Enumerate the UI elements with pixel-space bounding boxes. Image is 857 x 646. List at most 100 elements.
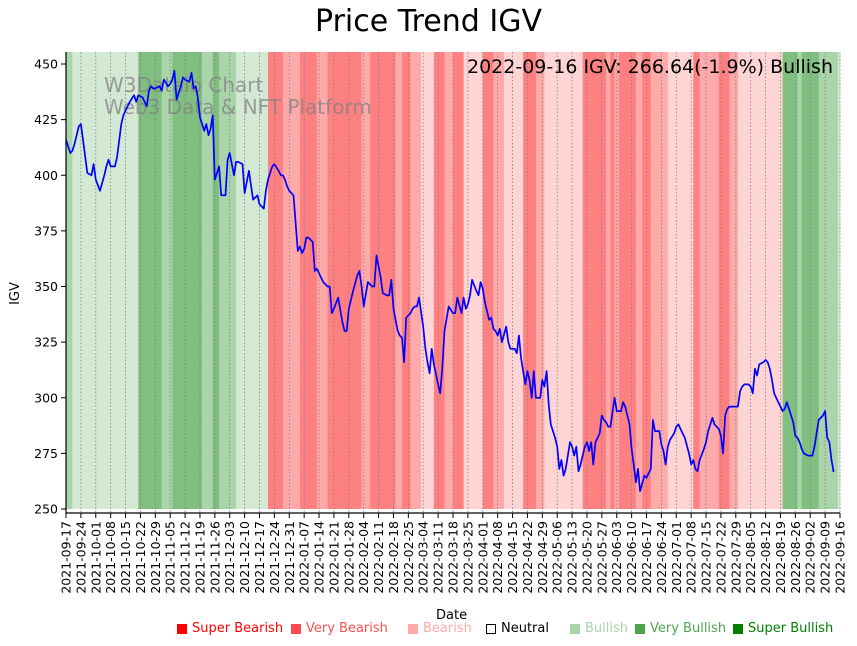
regime-band-bear-very	[482, 52, 494, 509]
x-tick-label: 2022-07-29	[728, 521, 743, 594]
x-tick-label: 2022-05-06	[550, 521, 565, 594]
legend: Super Bearish Very Bearish Bearish Neutral B…	[0, 621, 857, 637]
x-tick-label: 2022-06-03	[609, 521, 624, 594]
regime-band-bear	[650, 52, 669, 509]
x-tick-label: 2021-10-29	[148, 521, 163, 594]
legend-swatch-icon	[733, 623, 743, 634]
regime-band-bear	[729, 52, 739, 509]
x-tick-label: 2021-11-26	[207, 521, 222, 594]
y-tick-label: 300	[34, 390, 58, 405]
y-tick-label: 350	[34, 279, 58, 294]
x-tick-label: 2021-11-12	[178, 521, 193, 594]
x-tick-label: 2022-05-20	[579, 521, 594, 594]
x-tick-label: 2021-10-15	[118, 521, 133, 594]
regime-band-bear	[395, 52, 403, 509]
x-tick-label: 2021-12-17	[252, 521, 267, 594]
x-tick-label: 2022-01-21	[326, 521, 341, 594]
legend-item-bearish: Bearish	[408, 621, 472, 636]
regime-band-bull-light	[837, 52, 841, 509]
legend-item-very-bullish: Very Bullish	[635, 621, 726, 636]
x-tick-label: 2022-02-18	[386, 521, 401, 594]
x-tick-label: 2021-12-10	[237, 521, 252, 594]
regime-band-bear-very	[618, 52, 637, 509]
x-tick-label: 2021-11-19	[192, 521, 207, 594]
regime-band-bear-light	[421, 52, 435, 509]
x-tick-label: 2022-03-04	[416, 521, 431, 594]
x-tick-label: 2022-01-14	[312, 521, 327, 594]
x-tick-label: 2022-01-07	[297, 521, 312, 594]
x-tick-label: 2022-08-12	[758, 521, 773, 594]
x-tick-label: 2022-05-13	[565, 521, 580, 594]
regime-band-bear-very	[453, 52, 464, 509]
legend-item-super-bullish: Super Bullish	[733, 621, 833, 636]
legend-swatch-icon	[635, 623, 645, 634]
regime-band-bull-light	[236, 52, 260, 509]
legend-item-neutral: Neutral	[486, 621, 549, 636]
legend-swatch-icon	[408, 623, 418, 634]
x-tick-label: 2021-12-24	[267, 521, 282, 594]
regime-band-bull	[219, 52, 237, 509]
x-tick-label: 2022-09-09	[818, 521, 833, 594]
regime-band-bear-light	[544, 52, 564, 509]
regime-band-bear-very	[523, 52, 537, 509]
regime-band-bull-very	[138, 52, 162, 509]
regime-band-bear	[535, 52, 545, 509]
regime-band-bull-very	[172, 52, 203, 509]
regime-band-bear	[410, 52, 422, 509]
regime-band-bull-very	[782, 52, 798, 509]
legend-label: Bearish	[423, 621, 472, 636]
x-tick-label: 2022-08-26	[788, 521, 803, 594]
regime-band-bear-light	[563, 52, 584, 509]
regime-band-bull-very	[212, 52, 220, 509]
y-tick-label: 375	[34, 223, 58, 238]
x-tick-label: 2022-04-29	[535, 521, 550, 594]
y-tick-label: 450	[34, 57, 58, 72]
regime-band-bear-very	[433, 52, 445, 509]
regime-band-bear-light	[737, 52, 783, 509]
x-tick-label: 2022-04-01	[475, 521, 490, 594]
x-axis-ticks: 2021-09-17 2021-09-24 2021-10-01 2021-10-08…	[59, 513, 848, 594]
legend-swatch-icon	[486, 623, 496, 634]
regime-band-bear	[606, 52, 611, 509]
regime-band-bear-very	[268, 52, 284, 509]
x-tick-label: 2022-09-16	[833, 521, 848, 594]
x-tick-label: 2021-10-22	[133, 521, 148, 594]
y-tick-label: 325	[34, 335, 58, 350]
x-tick-label: 2022-06-17	[639, 521, 654, 594]
x-tick-label: 2022-07-08	[684, 521, 699, 594]
legend-item-super-bearish: Super Bearish	[177, 621, 283, 636]
x-tick-label: 2021-11-05	[163, 521, 178, 594]
x-tick-label: 2021-12-31	[282, 521, 297, 594]
legend-label: Very Bullish	[650, 621, 727, 636]
y-axis-label: IGV	[7, 282, 23, 305]
x-tick-label: 2022-02-11	[371, 521, 386, 594]
legend-item-bullish: Bullish	[570, 621, 628, 636]
regime-band-bear-light	[667, 52, 694, 509]
legend-swatch-icon	[291, 623, 301, 634]
regime-band-bear	[493, 52, 505, 509]
y-axis-ticks: 250 275 300 325 350 375 400 425 450	[34, 57, 66, 516]
x-tick-label: 2022-06-24	[654, 521, 669, 594]
x-tick-label: 2022-08-05	[743, 521, 758, 594]
x-tick-label: 2022-07-01	[669, 521, 684, 594]
regime-band-bear-light	[504, 52, 524, 509]
x-tick-label: 2021-10-01	[88, 521, 103, 594]
price-annotation: 2022-09-16 IGV: 266.64(-1.9%) Bullish	[467, 56, 833, 78]
price-series-igv	[65, 69, 835, 493]
x-tick-label: 2022-02-04	[356, 521, 371, 594]
regime-band-bear	[361, 52, 371, 509]
watermark-line-1: W3Dataio Chart	[104, 73, 264, 97]
regime-band-bear-very	[299, 52, 318, 509]
regime-band-bull	[161, 52, 173, 509]
x-tick-label: 2021-09-24	[73, 521, 88, 594]
chart-title: Price Trend IGV	[315, 4, 542, 39]
x-tick-label: 2022-03-25	[460, 521, 475, 594]
regime-band-bull	[818, 52, 839, 509]
regime-band-bear-very	[401, 52, 411, 509]
x-tick-label: 2022-03-18	[446, 521, 461, 594]
legend-label: Super Bearish	[192, 621, 284, 636]
x-tick-label: 2021-10-08	[103, 521, 118, 594]
regime-band-bear-very	[610, 52, 615, 509]
price-line	[65, 69, 835, 493]
